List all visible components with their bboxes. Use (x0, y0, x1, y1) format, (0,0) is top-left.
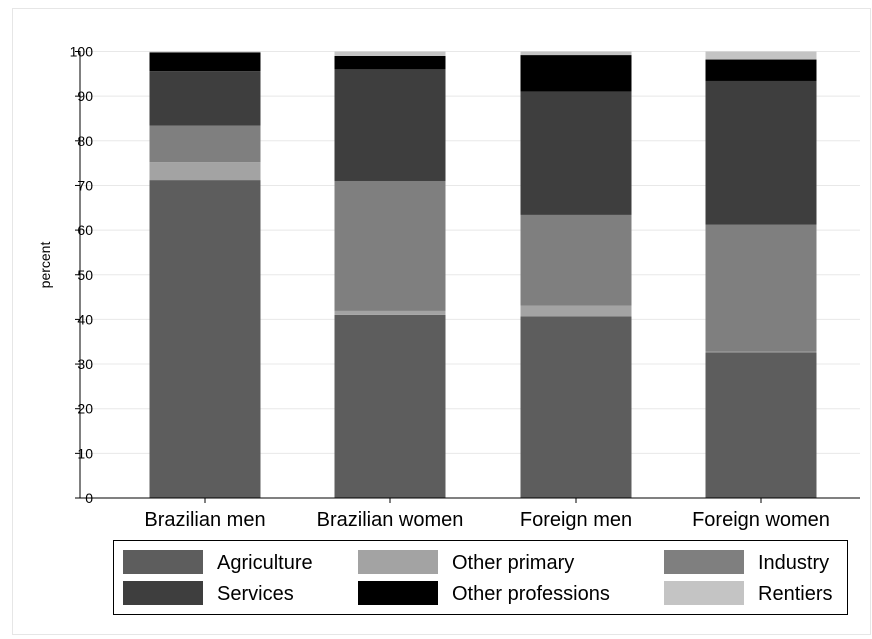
legend-swatch (123, 550, 203, 574)
legend-swatch (664, 550, 744, 574)
legend-swatch (664, 581, 744, 605)
bar-segment (705, 351, 817, 353)
bar-segment (520, 51, 632, 56)
x-tick-label: Brazilian men (144, 509, 265, 531)
bar-segment (334, 55, 446, 70)
bar-segment (334, 314, 446, 498)
x-tick-label: Foreign women (692, 509, 830, 531)
x-axis: Brazilian men Brazilian women Foreign men F… (80, 497, 860, 531)
y-tick-label: 90 (77, 88, 93, 104)
bar-segment (705, 51, 817, 60)
bar-segment (149, 71, 261, 126)
y-tick-label: 10 (77, 445, 93, 461)
bar-segment (520, 55, 632, 92)
stacked-bars (149, 51, 817, 499)
bar-segment (520, 316, 632, 498)
legend-swatch (358, 581, 438, 605)
bar-segment (149, 162, 261, 181)
x-tick-label: Foreign men (520, 509, 632, 531)
legend-swatch (123, 581, 203, 605)
legend-label: Services (217, 583, 294, 605)
bar-segment (705, 59, 817, 81)
legend-label: Industry (758, 552, 829, 574)
legend-label: Rentiers (758, 583, 832, 605)
y-tick-label: 60 (77, 222, 93, 238)
y-tick-label: 70 (77, 177, 93, 193)
bar-segment (334, 51, 446, 56)
legend-label: Agriculture (217, 552, 313, 574)
bar-segment (705, 80, 817, 225)
x-tick-label: Brazilian women (317, 509, 464, 531)
y-axis-label: percent (37, 242, 53, 289)
bar-segment (149, 52, 261, 72)
bar-segment (520, 305, 632, 317)
bar-segment (520, 214, 632, 306)
y-tick-label: 80 (77, 133, 93, 149)
y-tick-label: 20 (77, 401, 93, 417)
bar-segment (149, 125, 261, 163)
legend-swatch (358, 550, 438, 574)
bar-segment (149, 180, 261, 499)
bar-segment (149, 51, 261, 53)
y-tick-label: 40 (77, 311, 93, 327)
legend-label: Other professions (452, 583, 610, 605)
bar-segment (705, 352, 817, 498)
chart-border (12, 8, 871, 635)
legend-label: Other primary (452, 552, 574, 574)
bar-segment (705, 224, 817, 352)
bar-segment (334, 310, 446, 315)
bar-segment (520, 91, 632, 215)
bar-segment (334, 69, 446, 181)
bar-segment (334, 180, 446, 311)
y-tick-label: 100 (70, 44, 94, 60)
y-tick-label: 30 (77, 356, 93, 372)
y-tick-label: 50 (77, 267, 93, 283)
legend: Agriculture Other primary Industry Services… (113, 540, 848, 615)
